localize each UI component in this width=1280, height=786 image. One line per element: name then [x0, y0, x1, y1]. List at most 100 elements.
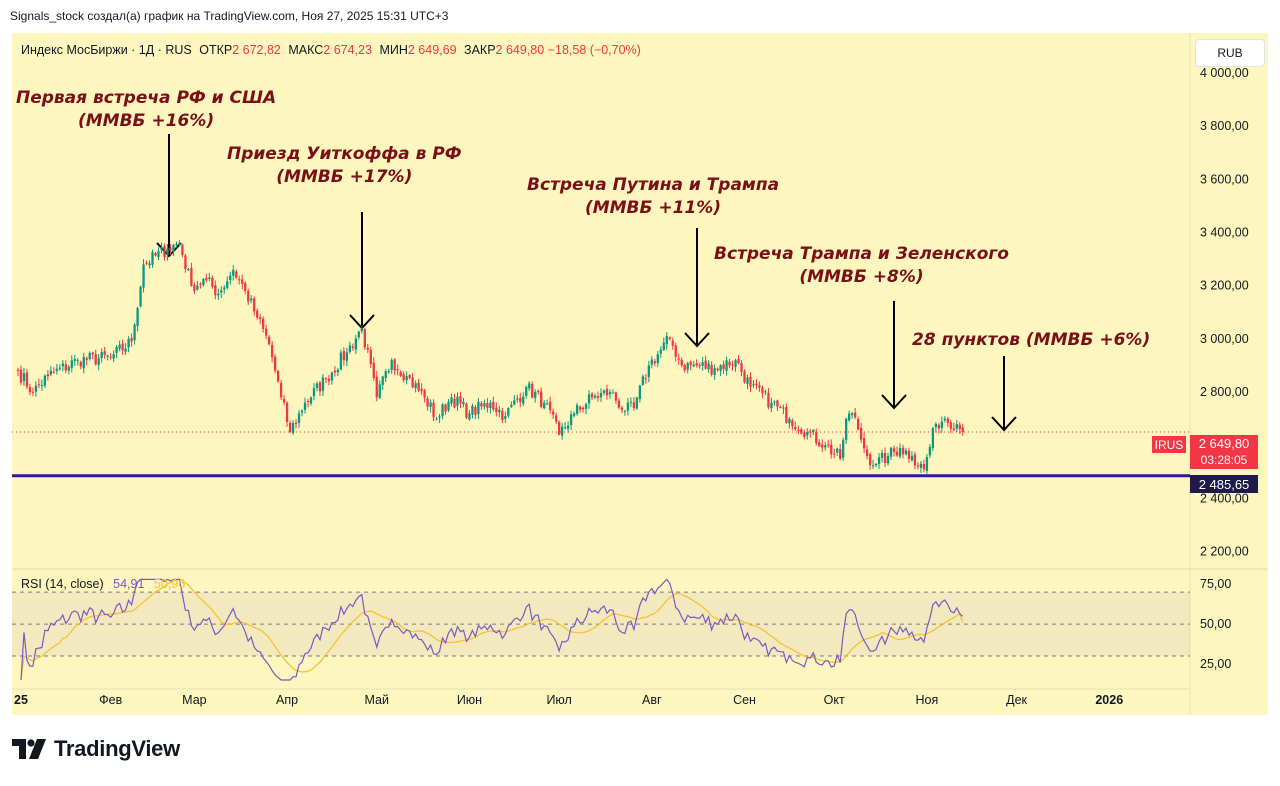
annotation-line: Встреча Трампа и Зеленского [714, 244, 1009, 264]
candle-body [178, 243, 181, 245]
candle-body [946, 418, 949, 423]
candle-body [716, 368, 719, 370]
candle-body [462, 401, 465, 405]
candle-body [522, 396, 525, 404]
candle-body [686, 363, 689, 370]
symbol-title: Индекс МосБиржи · 1Д · RUS [21, 43, 192, 57]
candle-body [100, 352, 103, 359]
candle-body [653, 361, 656, 364]
candle-body [471, 406, 474, 415]
last-price-value: 2 649,80 [1198, 436, 1250, 451]
candle-body [205, 278, 208, 281]
candle-body [259, 317, 262, 319]
rsi-value: 54,91 [113, 577, 145, 591]
candle-body [450, 397, 453, 404]
open-label: ОТКР [199, 43, 233, 57]
tradingview-wordmark: TradingView [54, 736, 180, 761]
candle-body [764, 391, 767, 393]
candle-body [19, 369, 23, 383]
candle-body [97, 358, 100, 365]
candle-body [797, 430, 800, 432]
candle-body [737, 358, 740, 364]
candle-body [644, 378, 647, 380]
tradingview-logo[interactable]: TradingView [12, 736, 180, 762]
candle-body [605, 388, 609, 396]
candle-body [294, 422, 298, 424]
candle-body [169, 247, 172, 251]
chart-area[interactable] [12, 33, 1268, 715]
candle-body [516, 398, 519, 400]
candle-body [961, 427, 964, 433]
candle-body [504, 416, 507, 419]
candle-body [303, 402, 307, 410]
candle-body [223, 287, 226, 290]
candle-body [549, 401, 552, 411]
candle-body [279, 383, 283, 398]
candle-body [707, 363, 710, 370]
currency-button[interactable]: RUB [1195, 39, 1265, 67]
annotation-arrowhead [881, 394, 907, 410]
candle-body [133, 324, 136, 341]
time-tick-label: Окт [824, 693, 845, 707]
candle-body [151, 252, 154, 265]
candle-body [142, 264, 145, 288]
annotation-line: (ММВБ +17%) [276, 167, 413, 187]
candle-body [187, 269, 190, 271]
candle-body [145, 262, 148, 264]
candle-body [202, 279, 205, 286]
candle-body [82, 357, 85, 369]
candle-body [555, 415, 558, 422]
candle-body [674, 345, 677, 357]
candle-body [862, 438, 866, 449]
candle-body [782, 407, 785, 409]
candle-body [892, 448, 896, 452]
candle-body [489, 402, 492, 409]
candle-body [282, 398, 286, 403]
candle-body [393, 359, 396, 371]
candle-body [381, 376, 384, 386]
candle-body [300, 410, 304, 413]
candle-body [217, 293, 220, 296]
candle-body [785, 407, 788, 423]
candle-body [599, 392, 603, 398]
candle-body [528, 383, 531, 389]
candle-body [629, 401, 633, 403]
candle-body [426, 398, 429, 407]
candle-body [871, 465, 875, 467]
candle-body [931, 428, 935, 448]
candle-body [25, 372, 29, 387]
candle-body [510, 404, 513, 407]
candle-body [273, 356, 277, 371]
candle-body [758, 385, 761, 388]
time-tick-label: 2026 [1095, 693, 1123, 707]
candle-body [351, 346, 354, 348]
candle-body [181, 244, 184, 255]
candle-body [459, 396, 462, 404]
candle-body [291, 423, 295, 434]
candle-body [647, 365, 650, 377]
candle-body [859, 427, 863, 440]
candle-body [70, 360, 73, 368]
candle-body [519, 398, 522, 402]
candle-body [827, 444, 830, 446]
candle-body [76, 360, 79, 362]
candle-body [725, 360, 728, 371]
candle-body [770, 402, 773, 408]
time-tick-label: Фев [99, 693, 122, 707]
candle-body [830, 444, 833, 455]
price-tick-label: 3 800,00 [1200, 119, 1249, 133]
candle-body [602, 390, 606, 393]
candle-body [695, 363, 698, 366]
candle-body [238, 279, 241, 281]
candle-body [513, 400, 516, 405]
candle-body [803, 432, 806, 437]
price-tick-label: 2 400,00 [1200, 492, 1249, 506]
candle-body [632, 402, 636, 409]
candle-body [235, 271, 238, 278]
candle-body [836, 448, 839, 453]
candle-body [214, 285, 217, 296]
candle-body [498, 409, 501, 413]
candle-body [375, 376, 378, 398]
candle-body [91, 352, 94, 355]
